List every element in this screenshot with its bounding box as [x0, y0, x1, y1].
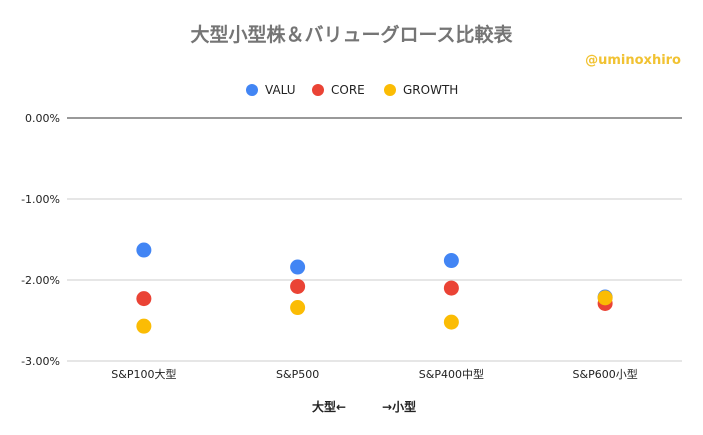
y-tick-label: -1.00%: [21, 193, 60, 206]
x-tick-label: S&P100大型: [111, 367, 176, 381]
y-tick-label: -3.00%: [21, 355, 60, 368]
data-point-growth: [290, 300, 306, 316]
data-point-valu: [290, 259, 306, 275]
data-point-growth: [443, 314, 459, 330]
x-tick-label: S&P400中型: [419, 367, 484, 381]
y-axis-ticks: 0.00% -1.00% -2.00% -3.00%: [21, 112, 60, 368]
x-axis-ticks: S&P100大型 S&P500 S&P400中型 S&P600小型: [111, 367, 637, 381]
credit-label: @uminoxhiro: [585, 53, 681, 68]
x-tick-label: S&P500: [276, 368, 319, 381]
data-point-core: [290, 278, 306, 294]
gridlines: [67, 117, 682, 362]
data-point-valu: [136, 242, 152, 258]
x-tick-label: S&P600小型: [573, 367, 638, 381]
data-point-core: [136, 291, 152, 307]
legend-marker: [312, 84, 324, 96]
y-tick-label: -2.00%: [21, 274, 60, 287]
legend-label: GROWTH: [403, 83, 458, 97]
data-point-valu: [443, 253, 459, 269]
legend: VALU CORE GROWTH: [246, 83, 458, 97]
data-points: [136, 242, 613, 334]
legend-marker: [246, 84, 258, 96]
y-tick-label: 0.00%: [25, 112, 60, 125]
x-axis-label: 大型← →小型: [312, 400, 417, 414]
legend-label: CORE: [331, 83, 365, 97]
chart-title: 大型小型株＆バリューグロース比較表: [190, 24, 513, 46]
data-point-growth: [136, 318, 152, 334]
data-point-growth: [597, 290, 613, 306]
data-point-core: [443, 280, 459, 296]
legend-marker: [384, 84, 396, 96]
legend-label: VALU: [265, 83, 296, 97]
